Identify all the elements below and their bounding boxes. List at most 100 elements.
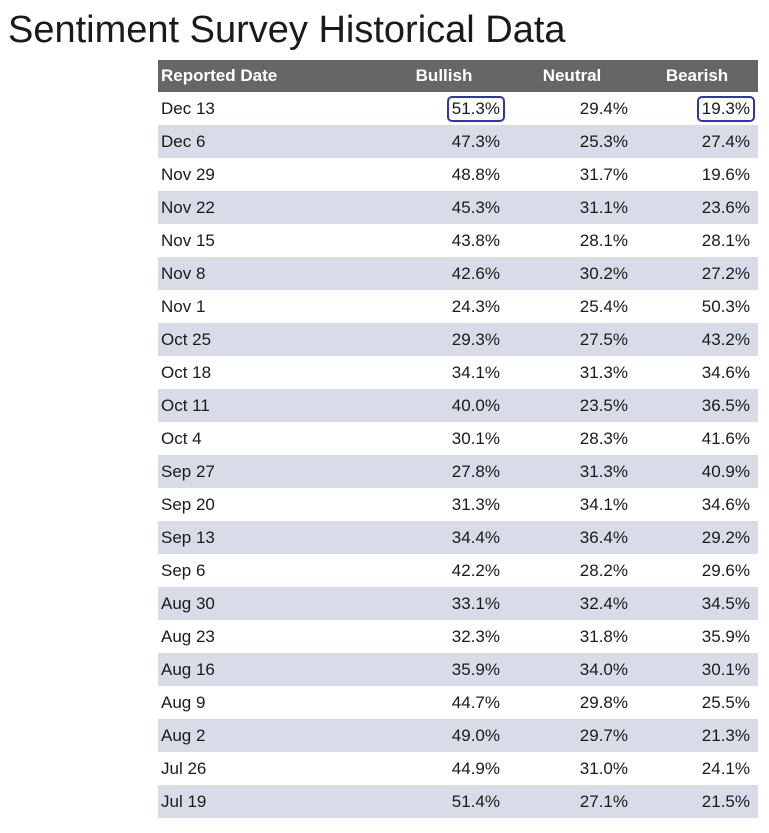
- cell-value: 27.1%: [579, 792, 628, 811]
- table-row: Aug 2 49.0% 29.7% 21.3%: [158, 719, 758, 752]
- cell-bullish: 42.6%: [380, 257, 508, 290]
- cell-bearish: 43.2%: [636, 323, 758, 356]
- cell-value: 29.7%: [579, 726, 628, 745]
- table-row: Sep 13 34.4% 36.4% 29.2%: [158, 521, 758, 554]
- cell-reported-date: Sep 27: [158, 455, 380, 488]
- cell-value: 31.3%: [451, 495, 500, 514]
- cell-value: 43.2%: [701, 330, 750, 349]
- table-row: Sep 27 27.8% 31.3% 40.9%: [158, 455, 758, 488]
- cell-value: 28.2%: [579, 561, 628, 580]
- cell-reported-date: Nov 29: [161, 165, 215, 184]
- cell-reported-date: Nov 15: [161, 231, 215, 250]
- cell-bullish: 51.4%: [380, 785, 508, 818]
- sentiment-table: Reported Date Bullish Neutral Bearish De…: [158, 60, 758, 818]
- cell-value: 29.3%: [451, 330, 500, 349]
- table-row: Nov 1 24.3% 25.4% 50.3%: [158, 290, 758, 323]
- cell-neutral: 32.4%: [508, 587, 636, 620]
- cell-value: 21.5%: [701, 792, 750, 811]
- table-row: Dec 6 47.3% 25.3% 27.4%: [158, 125, 758, 158]
- cell-neutral: 31.1%: [508, 191, 636, 224]
- cell-bullish: 32.3%: [380, 620, 508, 653]
- cell-value: 21.3%: [701, 726, 750, 745]
- cell-value: 47.3%: [451, 132, 500, 151]
- cell-reported-date: Sep 20: [161, 495, 215, 514]
- header-neutral: Neutral: [508, 60, 636, 92]
- cell-value: 50.3%: [701, 297, 750, 316]
- cell-bullish: 29.3%: [380, 323, 508, 356]
- cell-value: 31.3%: [579, 462, 628, 481]
- cell-value: 29.6%: [701, 561, 750, 580]
- cell-bearish: 27.4%: [636, 125, 758, 158]
- cell-value: 36.5%: [701, 396, 750, 415]
- cell-bullish: 31.3%: [380, 488, 508, 521]
- cell-reported-date: Dec 6: [158, 125, 380, 158]
- cell-value: 23.6%: [701, 198, 750, 217]
- cell-bearish: 19.3%: [636, 92, 758, 125]
- cell-neutral: 29.8%: [508, 686, 636, 719]
- cell-reported-date: Sep 6: [161, 561, 206, 580]
- cell-neutral: 27.1%: [508, 785, 636, 818]
- cell-value: 27.8%: [451, 462, 500, 481]
- cell-value: 29.4%: [579, 99, 628, 118]
- cell-value: 28.1%: [701, 231, 750, 250]
- cell-reported-date: Aug 30: [158, 587, 380, 620]
- cell-bullish: 44.7%: [380, 686, 508, 719]
- cell-bullish: 34.1%: [380, 356, 508, 389]
- cell-bearish: 28.1%: [636, 224, 758, 257]
- cell-neutral: 28.3%: [508, 422, 636, 455]
- cell-value: 35.9%: [701, 627, 750, 646]
- table-row: Oct 18 34.1% 31.3% 34.6%: [158, 356, 758, 389]
- table-row: Oct 4 30.1% 28.3% 41.6%: [158, 422, 758, 455]
- cell-value: 33.1%: [451, 594, 500, 613]
- cell-value: 19.6%: [701, 165, 750, 184]
- cell-neutral: 31.3%: [508, 356, 636, 389]
- cell-value: 30.1%: [701, 660, 750, 679]
- cell-value: 27.2%: [701, 264, 750, 283]
- cell-value: 42.2%: [451, 561, 500, 580]
- cell-bullish: 40.0%: [380, 389, 508, 422]
- cell-value: 44.9%: [451, 759, 500, 778]
- cell-bearish: 34.6%: [636, 356, 758, 389]
- cell-value: 29.8%: [579, 693, 628, 712]
- cell-value: 27.5%: [579, 330, 628, 349]
- cell-value: 34.0%: [579, 660, 628, 679]
- cell-neutral: 28.1%: [508, 224, 636, 257]
- cell-reported-date: Aug 2: [158, 719, 380, 752]
- cell-value: 45.3%: [451, 198, 500, 217]
- cell-value: 48.8%: [451, 165, 500, 184]
- table-row: Nov 29 48.8% 31.7% 19.6%: [158, 158, 758, 191]
- cell-value: 25.5%: [701, 693, 750, 712]
- cell-value: 36.4%: [579, 528, 628, 547]
- table-row: Dec 13 51.3% 29.4% 19.3%: [158, 92, 758, 125]
- cell-reported-date: Aug 9: [161, 693, 206, 712]
- cell-value: 42.6%: [451, 264, 500, 283]
- cell-reported-date: Oct 25: [158, 323, 380, 356]
- page-title: Sentiment Survey Historical Data: [8, 9, 566, 51]
- cell-reported-date: Oct 18: [161, 363, 212, 382]
- cell-bearish: 23.6%: [636, 191, 758, 224]
- cell-bearish: 27.2%: [636, 257, 758, 290]
- table-row: Aug 9 44.7% 29.8% 25.5%: [158, 686, 758, 719]
- cell-bullish: 35.9%: [380, 653, 508, 686]
- cell-value: 44.7%: [451, 693, 500, 712]
- cell-bearish: 34.6%: [636, 488, 758, 521]
- cell-value: 24.1%: [701, 759, 750, 778]
- cell-bearish: 19.6%: [636, 158, 758, 191]
- cell-bullish: 51.3%: [380, 92, 508, 125]
- cell-bearish: 34.5%: [636, 587, 758, 620]
- cell-value: 25.3%: [579, 132, 628, 151]
- cell-neutral: 30.2%: [508, 257, 636, 290]
- cell-reported-date: Jul 26: [161, 759, 207, 778]
- cell-value: 32.3%: [451, 627, 500, 646]
- cell-bullish: 43.8%: [380, 224, 508, 257]
- cell-bearish: 36.5%: [636, 389, 758, 422]
- cell-value: 27.4%: [701, 132, 750, 151]
- cell-neutral: 25.4%: [508, 290, 636, 323]
- cell-bullish: 44.9%: [380, 752, 508, 785]
- cell-value: 49.0%: [451, 726, 500, 745]
- cell-neutral: 34.0%: [508, 653, 636, 686]
- table-row: Oct 11 40.0% 23.5% 36.5%: [158, 389, 758, 422]
- cell-bearish: 25.5%: [636, 686, 758, 719]
- cell-value: 40.0%: [451, 396, 500, 415]
- cell-bearish: 41.6%: [636, 422, 758, 455]
